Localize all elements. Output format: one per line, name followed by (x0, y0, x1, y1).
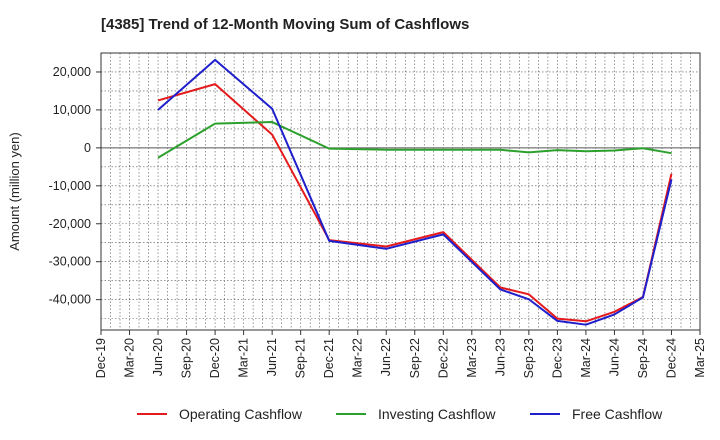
legend-item-operating: Operating Cashflow (137, 406, 302, 422)
x-tick-label: Dec-22 (436, 338, 450, 378)
y-tick-label: 20,000 (53, 65, 91, 79)
legend-swatch-operating (137, 413, 167, 415)
y-tick-label: 0 (84, 141, 91, 155)
legend-swatch-free (530, 413, 560, 415)
x-tick-label: Mar-25 (693, 338, 707, 378)
y-tick-label: -40,000 (49, 293, 91, 307)
y-tick-label: 10,000 (53, 103, 91, 117)
legend-item-investing: Investing Cashflow (336, 406, 496, 422)
x-tick-label: Jun-24 (607, 338, 621, 376)
chart-title: [4385] Trend of 12-Month Moving Sum of C… (101, 16, 470, 33)
legend-label-operating: Operating Cashflow (179, 406, 302, 422)
y-tick-label: -10,000 (49, 179, 91, 193)
x-tick-label: Dec-24 (664, 338, 678, 378)
x-tick-label: Jun-22 (379, 338, 393, 376)
plot-area (101, 53, 700, 330)
x-tick-label: Dec-23 (550, 338, 564, 378)
plot-border (100, 52, 701, 331)
x-tick-label: Mar-20 (123, 338, 137, 378)
x-tick-label: Sep-23 (522, 338, 536, 378)
x-tick-label: Jun-20 (151, 338, 165, 376)
y-tick-label: -20,000 (49, 217, 91, 231)
legend-swatch-investing (336, 413, 366, 415)
legend-item-free: Free Cashflow (530, 406, 662, 422)
x-tick-label: Mar-23 (465, 338, 479, 378)
legend-label-investing: Investing Cashflow (378, 406, 496, 422)
x-tick-label: Jun-23 (493, 338, 507, 376)
legend: Operating Cashflow Investing Cashflow Fr… (0, 406, 720, 426)
x-tick-label: Mar-21 (237, 338, 251, 378)
x-tick-label: Mar-24 (579, 338, 593, 378)
x-tick-label: Sep-22 (408, 338, 422, 378)
x-tick-label: Jun-21 (265, 338, 279, 376)
x-tick-label: Dec-21 (322, 338, 336, 378)
y-tick-label: -30,000 (49, 255, 91, 269)
x-tick-label: Sep-24 (636, 338, 650, 378)
x-tick-label: Dec-20 (208, 338, 222, 378)
x-tick-label: Sep-20 (180, 338, 194, 378)
x-tick-label: Mar-22 (351, 338, 365, 378)
x-tick-label: Sep-21 (294, 338, 308, 378)
x-tick-label: Dec-19 (94, 338, 108, 378)
legend-label-free: Free Cashflow (572, 406, 663, 422)
y-axis-label: Amount (million yen) (7, 132, 22, 251)
